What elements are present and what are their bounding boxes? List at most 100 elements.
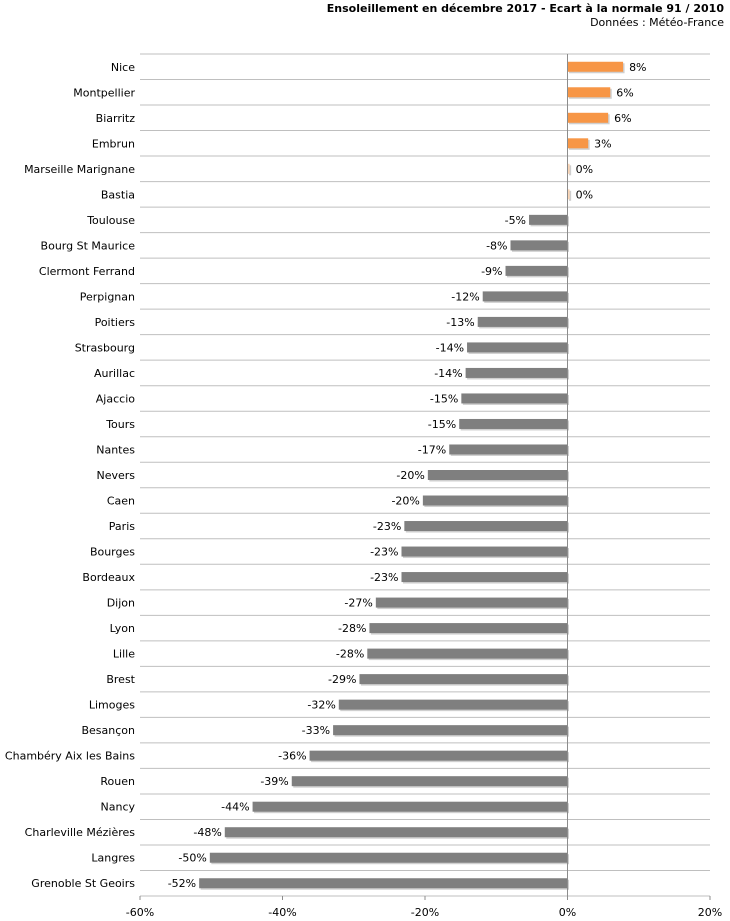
category-label: Lyon	[110, 622, 135, 635]
bar-shadow	[569, 165, 572, 176]
bar	[567, 87, 611, 98]
category-label: Aurillac	[94, 367, 135, 380]
category-label: Nancy	[101, 801, 136, 814]
data-label: 6%	[616, 86, 633, 99]
data-label: -23%	[373, 520, 401, 533]
data-label: -5%	[505, 214, 526, 227]
category-label: Nevers	[96, 469, 135, 482]
bar	[401, 546, 568, 557]
category-label: Caen	[107, 495, 135, 508]
bar	[333, 725, 568, 736]
x-tick-label: 20%	[698, 906, 722, 919]
data-label: -14%	[434, 367, 462, 380]
category-label: Montpellier	[73, 86, 135, 99]
category-label: Strasbourg	[75, 341, 135, 354]
category-label: Poitiers	[95, 316, 136, 329]
bar	[375, 597, 568, 608]
data-label: -28%	[338, 622, 366, 635]
category-label: Brest	[106, 673, 135, 686]
bar	[567, 61, 624, 72]
data-label: -52%	[168, 877, 196, 890]
category-label: Ajaccio	[96, 392, 135, 405]
bar	[252, 801, 568, 812]
bar	[461, 393, 568, 404]
data-label: -48%	[193, 826, 221, 839]
data-label: -20%	[396, 469, 424, 482]
bar	[404, 521, 568, 532]
bar-shadow	[569, 190, 572, 201]
category-label: Bordeaux	[82, 571, 135, 584]
category-label: Rouen	[100, 775, 135, 788]
bar	[199, 878, 568, 889]
category-label: Lille	[113, 648, 135, 661]
bar	[567, 138, 589, 149]
bar	[529, 214, 568, 225]
bar	[359, 674, 568, 685]
x-tick-label: -40%	[268, 906, 296, 919]
bar	[459, 418, 568, 429]
category-label: Paris	[109, 520, 135, 533]
data-label: -14%	[436, 341, 464, 354]
data-label: 6%	[614, 112, 631, 125]
bar	[505, 265, 568, 276]
data-label: -28%	[336, 648, 364, 661]
category-label: Nantes	[96, 443, 135, 456]
data-label: -15%	[430, 392, 458, 405]
category-label: Marseille Marignane	[24, 163, 135, 176]
data-label: 0%	[576, 163, 593, 176]
data-label: -32%	[307, 699, 335, 712]
data-label: -13%	[446, 316, 474, 329]
bar	[482, 291, 568, 302]
bar	[224, 827, 568, 838]
category-label: Dijon	[107, 597, 135, 610]
bar	[338, 699, 568, 710]
data-label: -29%	[328, 673, 356, 686]
bar	[367, 648, 568, 659]
category-label: Charleville Mézières	[25, 826, 136, 839]
category-label: Bourges	[90, 546, 135, 559]
data-label: -44%	[221, 801, 249, 814]
bar	[567, 163, 570, 174]
bar	[291, 776, 568, 787]
bar	[465, 367, 568, 378]
bar	[477, 316, 568, 327]
data-label: -15%	[428, 418, 456, 431]
bar	[209, 852, 568, 863]
x-tick-label: -20%	[411, 906, 439, 919]
bar	[427, 470, 568, 480]
category-label: Grenoble St Geoirs	[31, 877, 135, 890]
data-label: 3%	[594, 137, 611, 150]
data-label: -33%	[302, 724, 330, 737]
data-label: -23%	[370, 571, 398, 584]
category-label: Bastia	[101, 188, 135, 201]
data-label: -8%	[486, 239, 507, 252]
x-tick-label: -60%	[126, 906, 154, 919]
data-label: -27%	[344, 597, 372, 610]
category-label: Chambéry Aix les Bains	[5, 750, 135, 763]
category-label: Limoges	[89, 699, 135, 712]
data-label: 0%	[576, 188, 593, 201]
data-label: 8%	[629, 61, 646, 74]
bar	[567, 189, 570, 200]
data-label: -12%	[451, 290, 479, 303]
x-tick-label: 0%	[559, 906, 576, 919]
category-label: Toulouse	[86, 214, 135, 227]
chart-subtitle: Données : Météo-France	[590, 16, 724, 29]
data-label: -36%	[278, 750, 306, 763]
bar	[449, 444, 568, 455]
category-label: Besançon	[81, 724, 135, 737]
data-label: -39%	[260, 775, 288, 788]
category-label: Embrun	[92, 137, 135, 150]
category-label: Perpignan	[80, 290, 135, 303]
bar	[401, 572, 568, 583]
category-label: Tours	[105, 418, 135, 431]
category-label: Clermont Ferrand	[39, 265, 135, 278]
bar	[309, 750, 568, 761]
category-label: Langres	[91, 852, 135, 865]
bar	[369, 623, 568, 634]
category-label: Bourg St Maurice	[41, 239, 136, 252]
bar	[422, 495, 568, 506]
data-label: -20%	[391, 495, 419, 508]
bar	[510, 240, 568, 251]
